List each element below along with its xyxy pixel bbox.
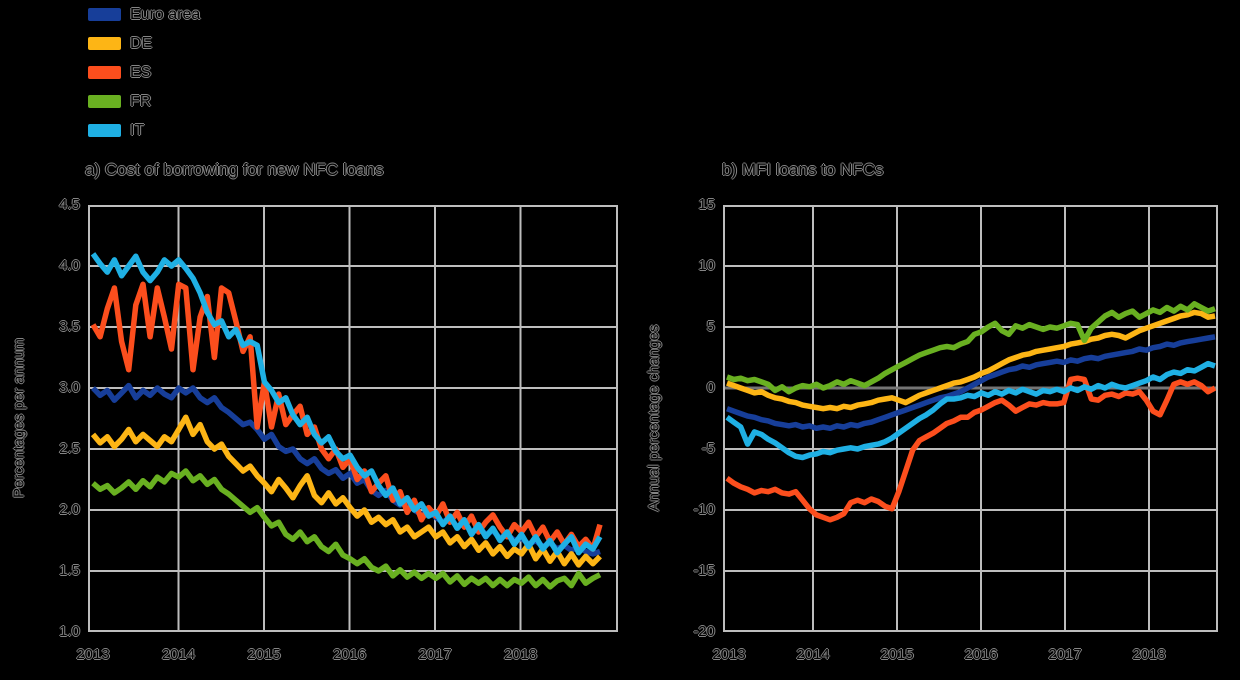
x-tick-label: 2015 (880, 646, 914, 663)
line-de (90, 414, 602, 568)
y-tick-label: 1.0 (59, 623, 80, 640)
y-tick-label: 3.5 (59, 318, 80, 335)
x-tick-label: 2016 (332, 646, 367, 663)
x-tick-label: 2018 (1132, 646, 1166, 663)
line-fr (91, 468, 602, 590)
legend-item: Euro area (88, 6, 308, 23)
x-tick-label: 2015 (247, 646, 281, 663)
x-tick-label: 2017 (1048, 646, 1082, 663)
legend-label-euro-area: Euro area (130, 6, 201, 23)
legend-label-it: IT (130, 122, 145, 139)
legend-label-es: ES (130, 64, 152, 81)
y-tick-label: 1.5 (59, 562, 80, 579)
y-tick-label: -20 (693, 623, 715, 640)
y-tick-label: 15 (698, 196, 715, 213)
x-tick-label: 2018 (503, 646, 538, 663)
legend-label-de: DE (130, 35, 153, 52)
y-tick-label: 5 (706, 318, 715, 335)
panel-b-title: b) MFI loans to NFCs (722, 160, 884, 179)
y-tick-label: 4.0 (59, 257, 80, 274)
line-es (90, 281, 603, 552)
x-tick-label: 2013 (76, 646, 110, 663)
legend-item: DE (88, 35, 308, 52)
line-euro-area (726, 334, 1216, 432)
legend-item: ES (88, 64, 308, 81)
x-tick-label: 2014 (796, 646, 830, 663)
line-de (726, 309, 1216, 412)
legend-swatch-euro-area (88, 8, 121, 21)
panel-b-y-axis-title: Annual percentage changes (645, 324, 663, 512)
x-tick-label: 2016 (964, 646, 998, 663)
legend-swatch-es (88, 66, 121, 79)
legend-swatch-it (88, 124, 121, 137)
legend-swatch-de (88, 37, 121, 50)
y-tick-label: 4.5 (59, 196, 80, 213)
legend-label-fr: FR (130, 93, 152, 110)
legend-item: IT (88, 122, 308, 139)
line-fr (726, 301, 1216, 395)
y-tick-label: 2.0 (59, 501, 80, 518)
line-es (725, 375, 1217, 523)
y-tick-label: 3.0 (59, 379, 80, 396)
plot-area-b (723, 205, 1218, 632)
y-tick-label: 0 (706, 379, 715, 396)
x-tick-label: 2014 (161, 646, 196, 663)
line-it (90, 252, 603, 556)
x-tick-label: 2017 (418, 646, 452, 663)
legend-item: FR (88, 93, 308, 110)
panel-a-title: a) Cost of borrowing for new NFC loans (85, 160, 384, 179)
legend-swatch-fr (88, 95, 121, 108)
y-tick-label: 2.5 (59, 440, 80, 457)
plot-area-a (88, 205, 618, 632)
x-tick-label: 2013 (712, 646, 746, 663)
legend: Euro area DE ES FR IT (88, 6, 308, 153)
line-it (725, 360, 1216, 461)
y-tick-label: -5 (701, 440, 715, 457)
y-tick-label: 10 (698, 257, 715, 274)
y-tick-label: -10 (693, 501, 715, 518)
y-tick-label: -15 (693, 562, 715, 579)
